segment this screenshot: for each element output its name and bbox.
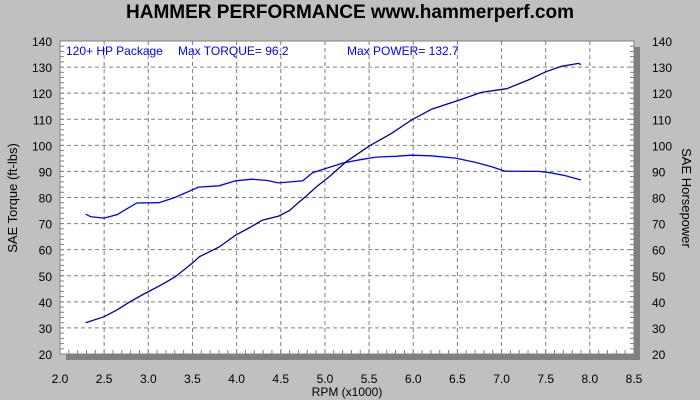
y-tick-label-right: 40 [652, 296, 666, 310]
x-tick-label: 8.5 [626, 372, 643, 386]
x-tick-label: 6.5 [449, 372, 466, 386]
annotation-package: 120+ HP Package [66, 44, 163, 58]
annotation-max-torque: Max TORQUE= 96.2 [178, 44, 289, 58]
y-tick-label-right: 70 [652, 218, 666, 232]
y-tick-label-left: 120 [32, 87, 52, 101]
y-tick-label-left: 90 [39, 165, 53, 179]
annotation-max-power: Max POWER= 132.7 [347, 44, 459, 58]
x-tick-label: 2.0 [52, 372, 69, 386]
x-tick-label: 7.0 [493, 372, 510, 386]
y-tick-label-left: 80 [39, 192, 53, 206]
y-tick-label-left: 40 [39, 296, 53, 310]
y-tick-label-right: 120 [652, 87, 672, 101]
y-tick-label-right: 100 [652, 139, 672, 153]
y-tick-label-left: 20 [39, 348, 53, 362]
y-tick-label-right: 140 [652, 35, 672, 49]
y-tick-label-right: 130 [652, 61, 672, 75]
chart-title: HAMMER PERFORMANCE www.hammerperf.com [126, 2, 574, 23]
power-line [85, 62, 582, 324]
x-tick-label: 2.5 [96, 372, 113, 386]
y-tick-label-left: 30 [39, 322, 53, 336]
y-tick-label-left: 60 [39, 244, 53, 258]
x-tick-label: 6.0 [405, 372, 422, 386]
y-axis-label-left: SAE Torque (ft-lbs) [5, 143, 20, 253]
y-tick-label-right: 30 [652, 322, 666, 336]
y-tick-label-left: 50 [39, 270, 53, 284]
x-tick-label: 4.5 [272, 372, 289, 386]
y-tick-label-left: 140 [32, 35, 52, 49]
y-tick-label-right: 60 [652, 244, 666, 258]
y-axis-label-right: SAE Horsepower [679, 148, 694, 248]
y-tick-label-right: 90 [652, 165, 666, 179]
y-tick-label-right: 50 [652, 270, 666, 284]
x-tick-label: 5.0 [317, 372, 334, 386]
x-tick-label: 4.0 [228, 372, 245, 386]
x-axis-label: RPM (x1000) [312, 385, 383, 399]
x-tick-label: 5.5 [361, 372, 378, 386]
x-tick-label: 3.5 [184, 372, 201, 386]
y-tick-label-right: 80 [652, 192, 666, 206]
y-tick-label-right: 110 [652, 113, 671, 127]
y-tick-label-left: 100 [32, 139, 52, 153]
x-tick-label: 3.0 [140, 372, 157, 386]
torque-line [85, 154, 582, 219]
x-tick-label: 8.0 [582, 372, 599, 386]
y-tick-label-right: 20 [652, 348, 666, 362]
y-tick-label-left: 130 [32, 61, 52, 75]
x-tick-label: 7.5 [537, 372, 554, 386]
y-tick-label-left: 110 [33, 113, 52, 127]
y-tick-label-left: 70 [39, 218, 53, 232]
